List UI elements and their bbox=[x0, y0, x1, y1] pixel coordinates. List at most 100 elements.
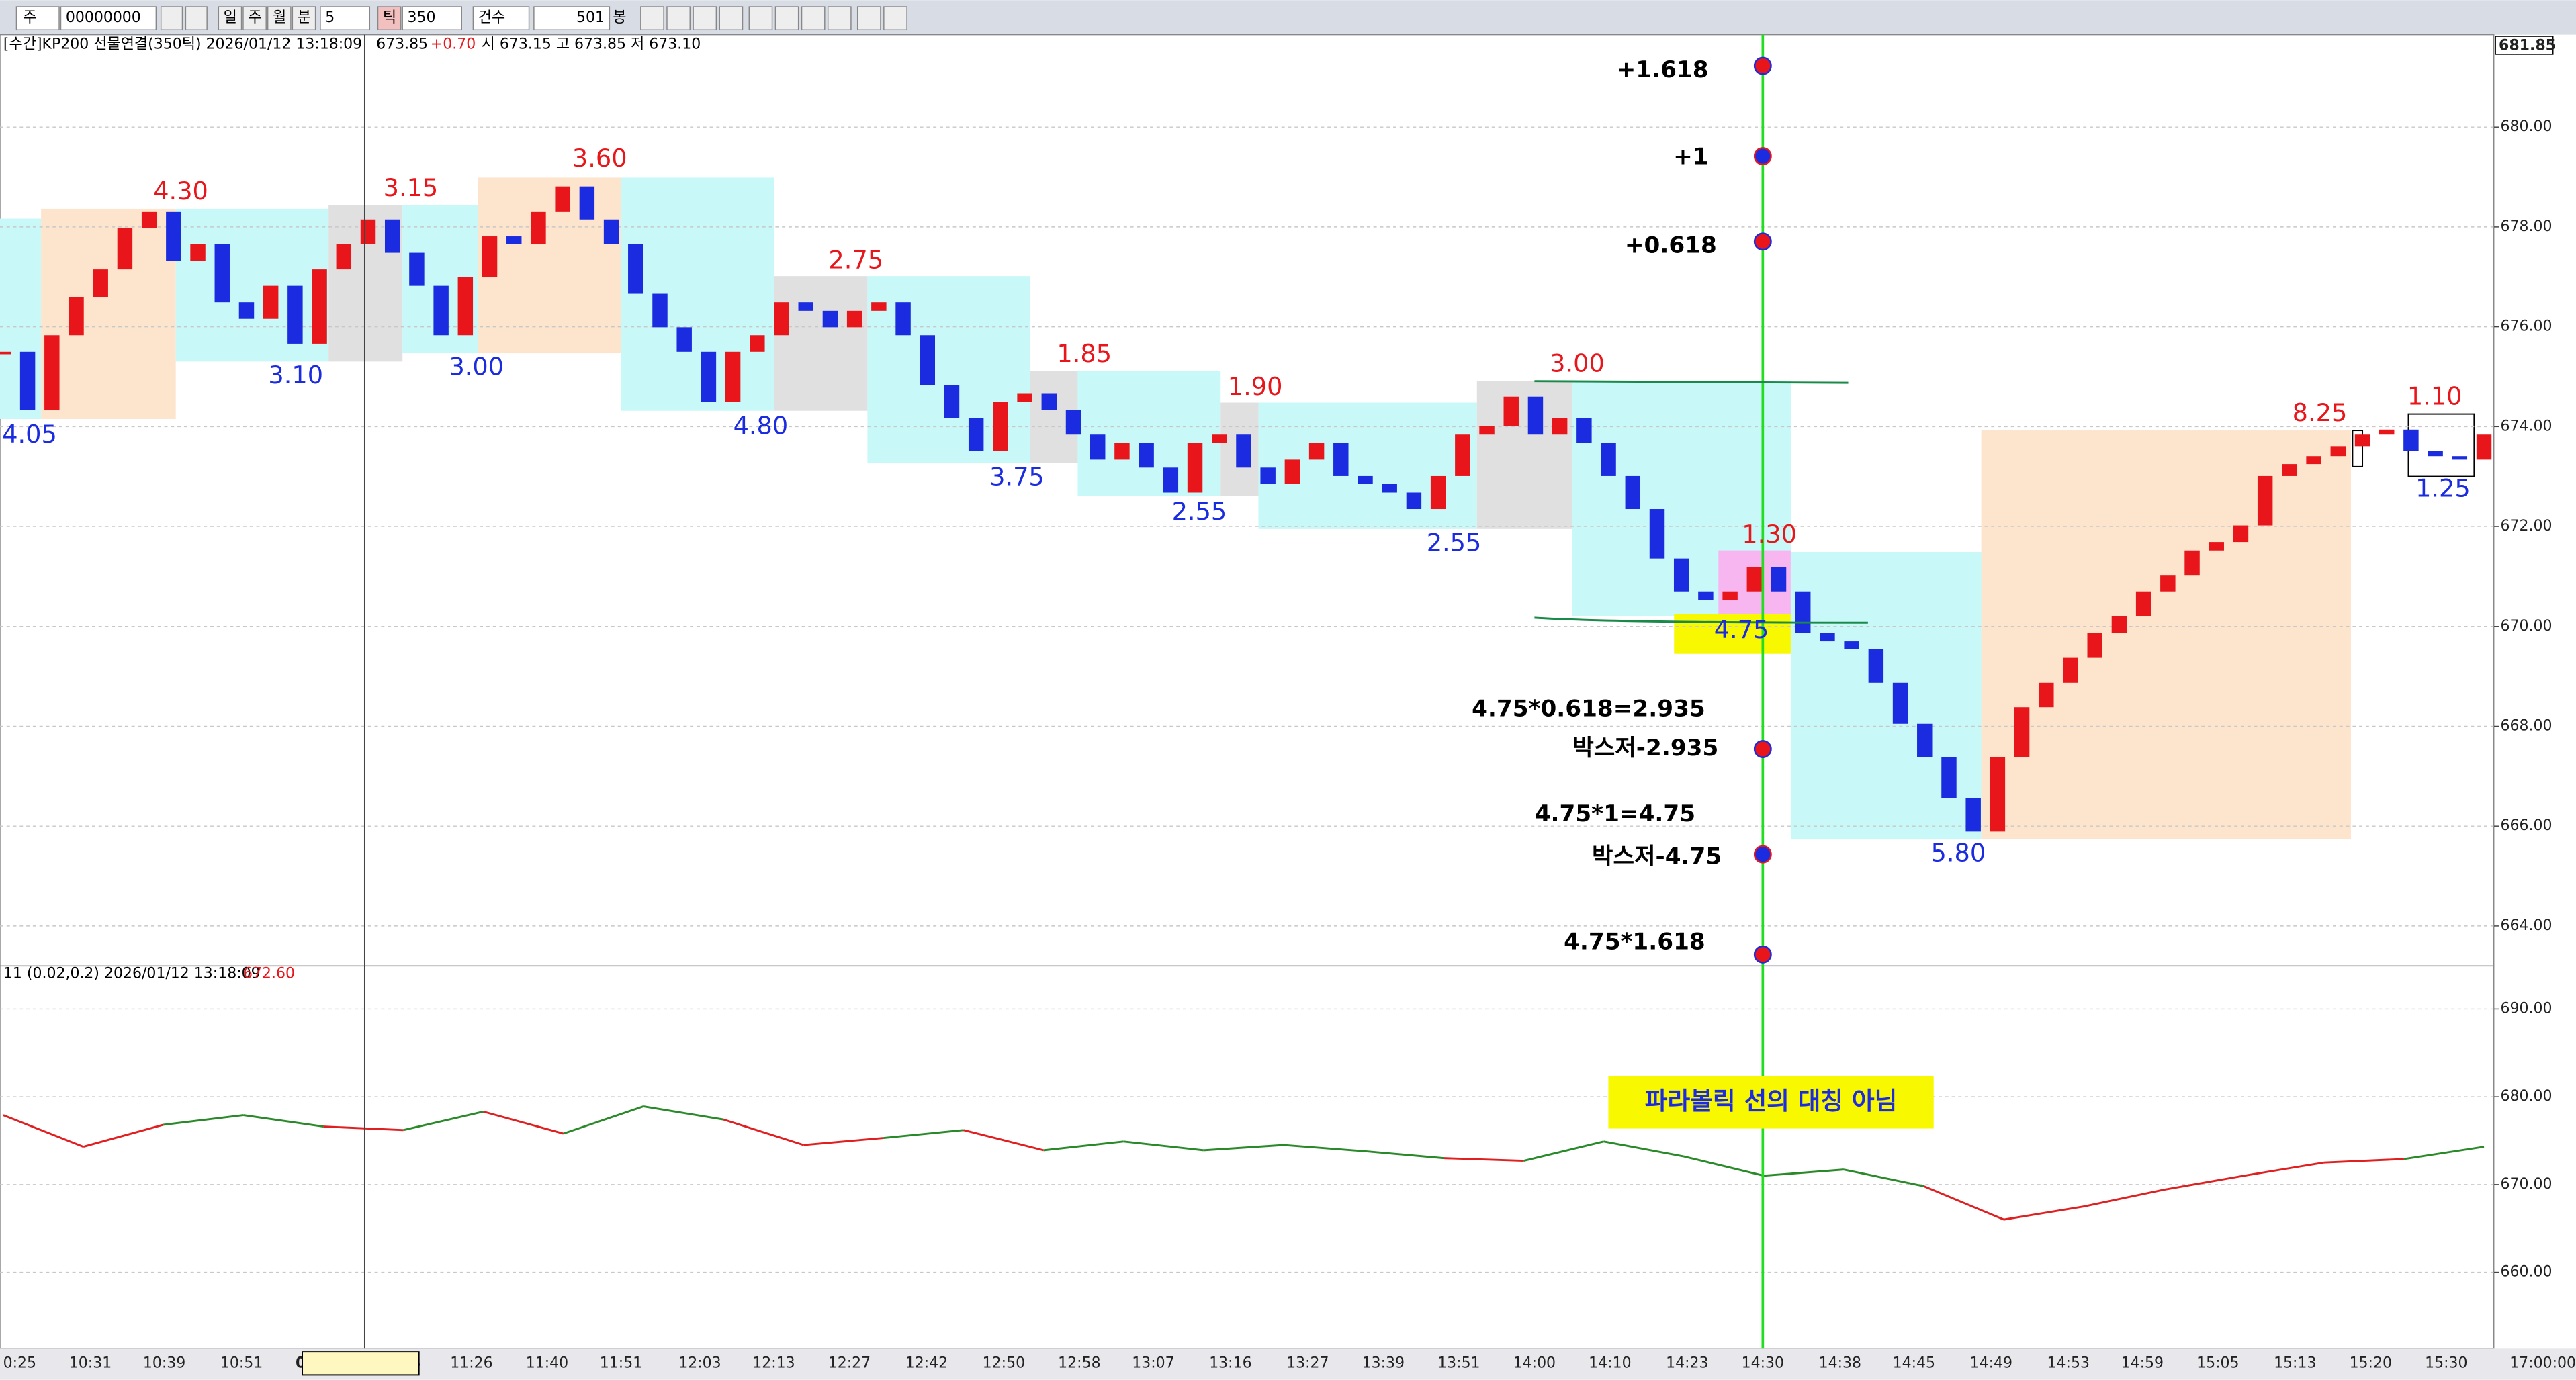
candle bbox=[1673, 558, 1689, 592]
candle bbox=[238, 302, 255, 319]
sar-segment bbox=[1283, 1144, 1364, 1152]
candle bbox=[1308, 443, 1325, 460]
y-tick-label: 680.00 bbox=[2500, 118, 2552, 135]
candle bbox=[652, 293, 668, 328]
low-label: 2.55 bbox=[1427, 528, 1482, 557]
candle bbox=[725, 351, 741, 402]
tick-button[interactable] bbox=[377, 6, 402, 31]
tick-count-select[interactable] bbox=[402, 6, 463, 31]
candle bbox=[2379, 429, 2395, 435]
x-tick-label: 12:50 bbox=[983, 1354, 1025, 1371]
tool-button[interactable] bbox=[801, 6, 826, 31]
sar-segment bbox=[2323, 1158, 2404, 1164]
candle bbox=[336, 244, 352, 270]
count-type: 건수 bbox=[478, 9, 505, 26]
y-tick-label: 670.00 bbox=[2500, 618, 2552, 635]
fib-label: +1 bbox=[1673, 144, 1709, 171]
low-label: 3.10 bbox=[268, 361, 323, 389]
tick-label: 틱 bbox=[383, 9, 396, 26]
y-tick-label: 670.00 bbox=[2500, 1176, 2552, 1193]
x-tick-label: 14:30 bbox=[1742, 1354, 1784, 1371]
fib-label: +1.618 bbox=[1617, 56, 1709, 83]
candle bbox=[968, 418, 984, 451]
sar-segment bbox=[2084, 1189, 2164, 1207]
candle bbox=[117, 228, 133, 270]
sar-segment bbox=[563, 1105, 644, 1135]
note: 파라볼릭 선의 대칭 아님 bbox=[1645, 1087, 1898, 1115]
period-button[interactable] bbox=[218, 6, 242, 31]
candle bbox=[1163, 467, 1179, 493]
x-tick-label: 13:27 bbox=[1286, 1354, 1329, 1371]
tool-button[interactable] bbox=[883, 6, 907, 31]
candle bbox=[2087, 633, 2102, 658]
sar-segment bbox=[2164, 1175, 2244, 1191]
x-tick-label: 13:39 bbox=[1362, 1354, 1405, 1371]
tool-button[interactable] bbox=[666, 6, 691, 31]
period-label: 주 bbox=[248, 9, 261, 26]
candle bbox=[1187, 443, 1203, 493]
fib-label: 4.75*1=4.75 bbox=[1535, 800, 1695, 827]
sar-segment bbox=[1123, 1140, 1204, 1152]
fib-dot bbox=[1753, 740, 1772, 759]
interval-select[interactable] bbox=[320, 6, 371, 31]
candle bbox=[409, 252, 425, 286]
search-button[interactable] bbox=[160, 6, 183, 31]
indicator-panel bbox=[0, 965, 2495, 1349]
count-type-select[interactable] bbox=[472, 6, 530, 31]
tool-button[interactable] bbox=[719, 6, 744, 31]
fib-label: 4.75*1.618 bbox=[1564, 929, 1705, 956]
high-label: 4.30 bbox=[153, 177, 208, 205]
candle bbox=[1430, 475, 1446, 510]
x-tick-label: 15:20 bbox=[2350, 1354, 2392, 1371]
high-label: 1.85 bbox=[1057, 339, 1112, 368]
low-label: 5.80 bbox=[1931, 839, 1986, 868]
mode-select[interactable] bbox=[15, 6, 60, 31]
period-button[interactable] bbox=[267, 6, 292, 31]
candle bbox=[1212, 434, 1227, 443]
candle bbox=[774, 302, 789, 336]
candle bbox=[2330, 446, 2346, 457]
tool-button[interactable] bbox=[856, 6, 881, 31]
period-button[interactable] bbox=[292, 6, 316, 31]
tool-button[interactable] bbox=[748, 6, 773, 31]
candle bbox=[141, 211, 157, 228]
code-input[interactable] bbox=[60, 6, 157, 31]
period-button[interactable] bbox=[242, 6, 267, 31]
candle bbox=[1820, 633, 1835, 642]
tool-button[interactable] bbox=[640, 6, 664, 31]
x-tick-label: 12:13 bbox=[752, 1354, 795, 1371]
tool-button[interactable] bbox=[827, 6, 852, 31]
tool-button[interactable] bbox=[774, 6, 799, 31]
candle bbox=[2209, 542, 2224, 551]
candle bbox=[2257, 475, 2273, 526]
count-input[interactable] bbox=[533, 6, 611, 31]
candle bbox=[1795, 591, 1811, 633]
y-tick-label: 680.00 bbox=[2500, 1088, 2552, 1105]
candle bbox=[1552, 418, 1568, 435]
x-tick-label: 14:59 bbox=[2121, 1354, 2164, 1371]
x-tick-label: 11:40 bbox=[526, 1354, 568, 1371]
fib-dot bbox=[1753, 232, 1772, 251]
tick-count: 350 bbox=[408, 9, 436, 26]
tool-button[interactable] bbox=[693, 6, 717, 31]
candle bbox=[2476, 434, 2492, 460]
candle bbox=[944, 385, 960, 418]
high-label: 1.90 bbox=[1228, 372, 1283, 401]
candle bbox=[1917, 723, 1933, 757]
x-tick-label: 10:51 bbox=[220, 1354, 263, 1371]
search-button[interactable] bbox=[185, 6, 208, 31]
candle bbox=[214, 244, 230, 303]
trend-line bbox=[1534, 380, 1849, 384]
x-tick-label: 12:58 bbox=[1058, 1354, 1100, 1371]
candle bbox=[482, 236, 498, 278]
candle bbox=[531, 211, 546, 244]
period-label: 일 bbox=[224, 9, 237, 26]
sar-segment bbox=[2003, 1205, 2084, 1221]
mode: 주 bbox=[23, 9, 36, 26]
candle bbox=[676, 327, 692, 352]
sar-segment bbox=[3, 1114, 84, 1148]
low-label: 3.75 bbox=[989, 462, 1045, 491]
low-label: 4.75 bbox=[1714, 615, 1769, 644]
y-tick-label: 678.00 bbox=[2500, 218, 2552, 235]
x-tick-label: 14:49 bbox=[1970, 1354, 2012, 1371]
